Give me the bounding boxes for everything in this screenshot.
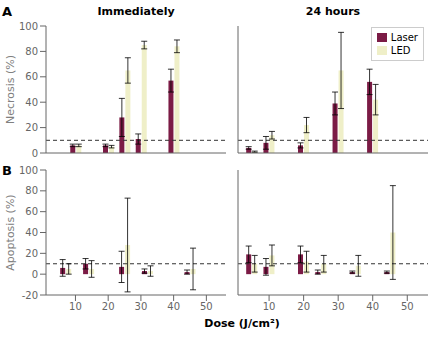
svg-text:80: 80 bbox=[25, 46, 38, 57]
svg-text:0: 0 bbox=[32, 148, 38, 157]
svg-text:40: 40 bbox=[167, 301, 180, 312]
html-text:LED: LED bbox=[390, 45, 411, 56]
svg-text:100: 100 bbox=[19, 165, 38, 176]
html-text:B: B bbox=[2, 163, 12, 178]
svg-text:50: 50 bbox=[200, 301, 213, 312]
svg-text:20: 20 bbox=[102, 301, 115, 312]
svg-text:20: 20 bbox=[297, 301, 310, 312]
svg-text:100: 100 bbox=[19, 21, 38, 32]
html-text:Dose (J/cm²): Dose (J/cm²) bbox=[204, 317, 280, 330]
svg-text:Necrosis (%): Necrosis (%) bbox=[8, 55, 17, 124]
svg-text:10: 10 bbox=[263, 301, 276, 312]
svg-text:60: 60 bbox=[25, 71, 38, 82]
svg-text:40: 40 bbox=[366, 301, 379, 312]
html-text:A: A bbox=[2, 4, 13, 19]
svg-text:30: 30 bbox=[135, 301, 148, 312]
svg-text:10: 10 bbox=[69, 301, 82, 312]
html-text:24 hours: 24 hours bbox=[305, 5, 361, 18]
svg-text:30: 30 bbox=[332, 301, 345, 312]
svg-text:40: 40 bbox=[25, 97, 38, 108]
html-text:Laser: Laser bbox=[390, 32, 418, 43]
svg-text:-20: -20 bbox=[22, 290, 38, 301]
svg-text:20: 20 bbox=[25, 122, 38, 133]
svg-text:Apoptosis (%): Apoptosis (%) bbox=[8, 194, 17, 270]
svg-text:20: 20 bbox=[25, 248, 38, 259]
svg-text:60: 60 bbox=[25, 206, 38, 217]
svg-text:0: 0 bbox=[32, 269, 38, 280]
svg-text:50: 50 bbox=[401, 301, 414, 312]
svg-text:40: 40 bbox=[25, 227, 38, 238]
svg-text:80: 80 bbox=[25, 185, 38, 196]
html-text:Immediately: Immediately bbox=[97, 5, 175, 18]
